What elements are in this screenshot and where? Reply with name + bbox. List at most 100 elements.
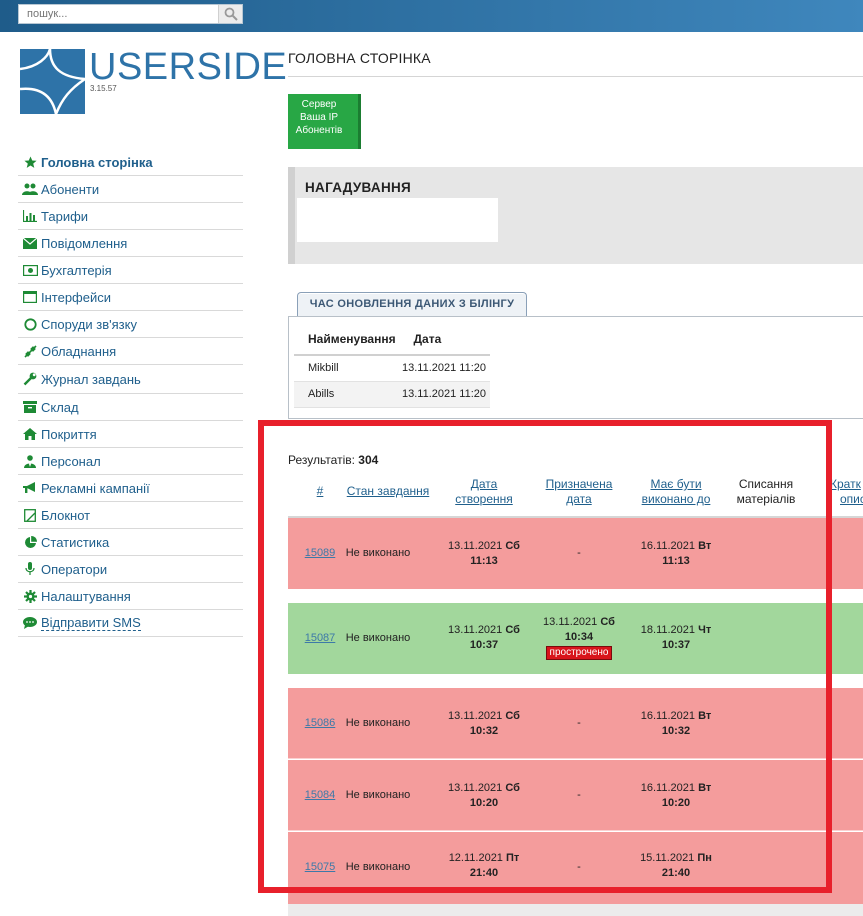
- results-count: Результатів: 304: [288, 453, 378, 467]
- col-due[interactable]: Має бути виконано до: [631, 477, 721, 507]
- sidebar-item-label: Журнал завдань: [41, 371, 141, 387]
- status-server-label: Сервер: [301, 99, 337, 110]
- pie-chart-icon: [21, 535, 39, 549]
- col-status[interactable]: Стан завдання: [343, 484, 433, 499]
- col-created[interactable]: Дата створення: [443, 477, 525, 507]
- sidebar-item-notepad[interactable]: Блокнот: [18, 502, 243, 529]
- sidebar-item-label: Повідомлення: [41, 235, 128, 251]
- wrench-icon: [21, 372, 39, 386]
- home-icon: [21, 427, 39, 441]
- task-status: Не виконано: [345, 717, 411, 729]
- logo[interactable]: USERSIDE 3.15.57: [20, 46, 287, 119]
- row-spacer: [288, 589, 863, 603]
- task-due: 18.11.2021 Чт 10:37: [640, 624, 712, 651]
- sidebar-item-label: Споруди зв'язку: [41, 316, 137, 332]
- status-ip-label: Ваша IP: [299, 112, 339, 123]
- search-button[interactable]: [218, 5, 242, 23]
- task-created: 13.11.2021 Сб 11:13: [448, 540, 520, 567]
- sidebar-item-statistics[interactable]: Статистика: [18, 529, 243, 556]
- sidebar-item-staff[interactable]: Персонал: [18, 448, 243, 475]
- col-id[interactable]: #: [310, 484, 330, 499]
- task-status: Не виконано: [345, 632, 411, 644]
- task-status: Не виконано: [345, 789, 411, 801]
- reminder-body: [297, 198, 498, 242]
- sidebar-item-equipment[interactable]: Обладнання: [18, 338, 243, 365]
- sidebar-item-label: Рекламні кампанії: [41, 480, 150, 496]
- bar-chart-icon: [21, 209, 39, 223]
- sidebar-item-label: Персонал: [41, 453, 101, 469]
- reminder-panel: НАГАДУВАННЯ: [288, 167, 863, 264]
- task-status: Не виконано: [345, 861, 411, 873]
- col-assigned-link-1[interactable]: Призначена: [545, 477, 613, 491]
- sidebar-item-accounting[interactable]: Бухгалтерія: [18, 257, 243, 284]
- sidebar-item-facilities[interactable]: Споруди зв'язку: [18, 311, 243, 338]
- sidebar-item-subscribers[interactable]: Абоненти: [18, 176, 243, 203]
- sidebar-item-settings[interactable]: Налаштування: [18, 583, 243, 610]
- task-created: 13.11.2021 Сб 10:32: [448, 710, 520, 737]
- sidebar-item-tariffs[interactable]: Тарифи: [18, 203, 243, 230]
- chat-icon: [21, 616, 39, 630]
- sidebar-item-task-log[interactable]: Журнал завдань: [18, 365, 243, 394]
- billing-col-date: Дата: [399, 324, 490, 356]
- col-short-desc-link-1[interactable]: Кратк: [830, 477, 861, 491]
- sidebar-item-label: Блокнот: [41, 507, 91, 523]
- sidebar-item-coverage[interactable]: Покриття: [18, 421, 243, 448]
- sidebar-item-warehouse[interactable]: Склад: [18, 394, 243, 421]
- sidebar-menu: Головна сторінка Абоненти Тарифи Повідом…: [18, 149, 243, 637]
- table-row[interactable]: 15075 Не виконано 12.11.2021 Пт 21:40 - 1…: [288, 832, 863, 904]
- users-icon: [21, 182, 39, 196]
- table-row[interactable]: 15087 Не виконано 13.11.2021 Сб 10:37 13.…: [288, 603, 863, 674]
- col-assigned-link-2[interactable]: дата: [566, 492, 592, 506]
- search-box: [18, 4, 243, 24]
- col-created-link-2[interactable]: створення: [455, 492, 513, 506]
- user-tie-icon: [21, 454, 39, 468]
- task-id-link[interactable]: 15089: [304, 547, 336, 559]
- sidebar-item-label: Склад: [41, 399, 79, 415]
- sidebar-item-interfaces[interactable]: Інтерфейси: [18, 284, 243, 311]
- col-assigned[interactable]: Призначена дата: [537, 477, 621, 507]
- col-id-link[interactable]: #: [316, 484, 324, 498]
- task-id-link[interactable]: 15075: [304, 861, 336, 873]
- col-short-desc[interactable]: Кратк опис: [830, 477, 863, 507]
- logo-mark-icon: [20, 49, 85, 114]
- star-icon: [21, 155, 39, 169]
- archive-icon: [21, 400, 39, 414]
- sidebar-item-messages[interactable]: Повідомлення: [18, 230, 243, 257]
- task-id-link[interactable]: 15087: [304, 632, 336, 644]
- col-short-desc-link-2[interactable]: опис: [840, 492, 863, 506]
- col-materials: Списання матеріалів: [728, 477, 804, 507]
- task-id-link[interactable]: 15086: [304, 717, 336, 729]
- page-title: ГОЛОВНА СТОРІНКА: [288, 50, 431, 66]
- task-assigned: -: [577, 717, 581, 729]
- sidebar-item-ad-campaigns[interactable]: Рекламні кампанії: [18, 475, 243, 502]
- col-due-link-2[interactable]: виконано до: [641, 492, 711, 506]
- task-status: Не виконано: [345, 547, 411, 559]
- table-row[interactable]: 15086 Не виконано 13.11.2021 Сб 10:32 - 1…: [288, 688, 863, 759]
- overdue-badge: прострочено: [545, 646, 613, 660]
- sidebar-item-label: Відправити SMS: [41, 615, 141, 631]
- table-row[interactable]: 15089 Не виконано 13.11.2021 Сб 11:13 - 1…: [288, 518, 863, 589]
- billing-update-tab[interactable]: ЧАС ОНОВЛЕННЯ ДАНИХ З БІЛІНГУ: [297, 292, 527, 317]
- task-due: 16.11.2021 Вт 10:32: [640, 710, 712, 737]
- billing-date-cell: 13.11.2021 11:20: [399, 355, 490, 382]
- col-due-link-1[interactable]: Має бути: [650, 477, 702, 491]
- table-row[interactable]: 15084 Не виконано 13.11.2021 Сб 10:20 - 1…: [288, 760, 863, 831]
- task-due: 16.11.2021 Вт 10:20: [640, 782, 712, 809]
- search-input[interactable]: [19, 5, 217, 23]
- sidebar-item-label: Статистика: [41, 534, 110, 550]
- col-status-link[interactable]: Стан завдання: [346, 484, 430, 498]
- task-id-link[interactable]: 15084: [304, 789, 336, 801]
- table-row: Mikbill 13.11.2021 11:20: [294, 355, 490, 382]
- sidebar-item-home[interactable]: Головна сторінка: [18, 149, 243, 176]
- task-assigned: 13.11.2021 Сб 10:34 прострочено: [543, 616, 615, 660]
- sidebar-item-operators[interactable]: Оператори: [18, 556, 243, 583]
- sidebar-item-label: Головна сторінка: [41, 154, 153, 170]
- col-created-link-1[interactable]: Дата: [470, 477, 498, 491]
- version-label: 3.15.57: [90, 84, 117, 93]
- sidebar-item-send-sms[interactable]: Відправити SMS: [18, 610, 243, 637]
- window-icon: [21, 290, 39, 304]
- col-materials-label-2: матеріалів: [736, 492, 796, 506]
- search-icon: [224, 7, 238, 21]
- task-due: 15.11.2021 Пн 21:40: [640, 852, 712, 879]
- reminder-title: НАГАДУВАННЯ: [305, 180, 412, 195]
